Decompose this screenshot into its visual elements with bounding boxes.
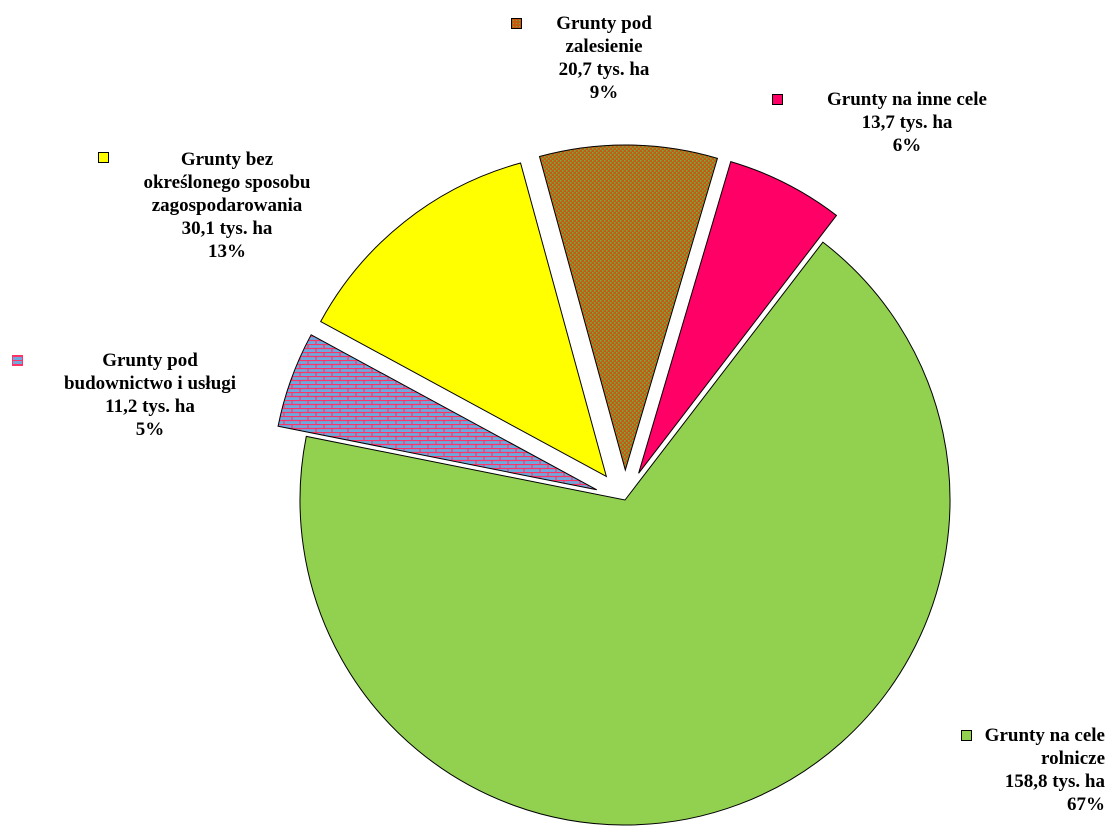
- label-name-line-2: określonego sposobu: [143, 172, 311, 193]
- label-name-line-1: Grunty na cele: [984, 725, 1105, 746]
- label-name-line-1: Grunty pod: [102, 350, 198, 371]
- legend-swatch-budownictwo: [12, 355, 23, 366]
- label-value: 20,7 tys. ha: [558, 59, 650, 80]
- label-percent: 6%: [892, 135, 922, 156]
- slice-label-rolnicze: Grunty na cele rolnicze 158,8 tys. ha 67…: [960, 724, 1105, 816]
- slice-rolnicze: [299, 241, 951, 826]
- slice-budownictwo: [277, 334, 598, 491]
- slice-label-bez-sposobu: Grunty bez określonego sposobu zagospoda…: [98, 148, 342, 263]
- label-percent: 67%: [1067, 794, 1105, 815]
- label-percent: 13%: [208, 241, 246, 262]
- label-value: 30,1 tys. ha: [181, 218, 273, 239]
- label-name-line-1: Grunty na inne cele: [827, 89, 987, 110]
- label-value: 11,2 tys. ha: [105, 396, 195, 417]
- legend-swatch-rolnicze: [960, 730, 972, 741]
- legend-swatch-inne: [772, 94, 783, 105]
- label-value: 158,8 tys. ha: [1004, 771, 1105, 792]
- label-name-line-3: zagospodarowania: [151, 195, 303, 216]
- label-percent: 5%: [135, 419, 165, 440]
- slice-label-budownictwo: Grunty pod budownictwo i usługi 11,2 tys…: [12, 349, 264, 441]
- slice-inne: [638, 160, 838, 474]
- label-percent: 9%: [589, 82, 619, 103]
- slice-zalesienie: [538, 144, 719, 472]
- label-name-line-1: Grunty pod: [556, 13, 652, 34]
- label-value: 13,7 tys. ha: [861, 112, 953, 133]
- slice-bez-sposobu: [320, 162, 608, 478]
- label-name-line-2: zalesienie: [565, 36, 643, 57]
- legend-swatch-zalesienie: [511, 18, 522, 29]
- legend-swatch-bez-sposobu: [98, 152, 109, 163]
- label-name-line-2: budownictwo i usługi: [63, 373, 237, 394]
- label-name-line-1: Grunty bez: [180, 149, 274, 170]
- slice-label-inne: Grunty na inne cele 13,7 tys. ha 6%: [772, 88, 1026, 157]
- label-name-line-2: rolnicze: [1040, 748, 1105, 769]
- slice-label-zalesienie: Grunty pod zalesienie 20,7 tys. ha 9%: [511, 12, 684, 104]
